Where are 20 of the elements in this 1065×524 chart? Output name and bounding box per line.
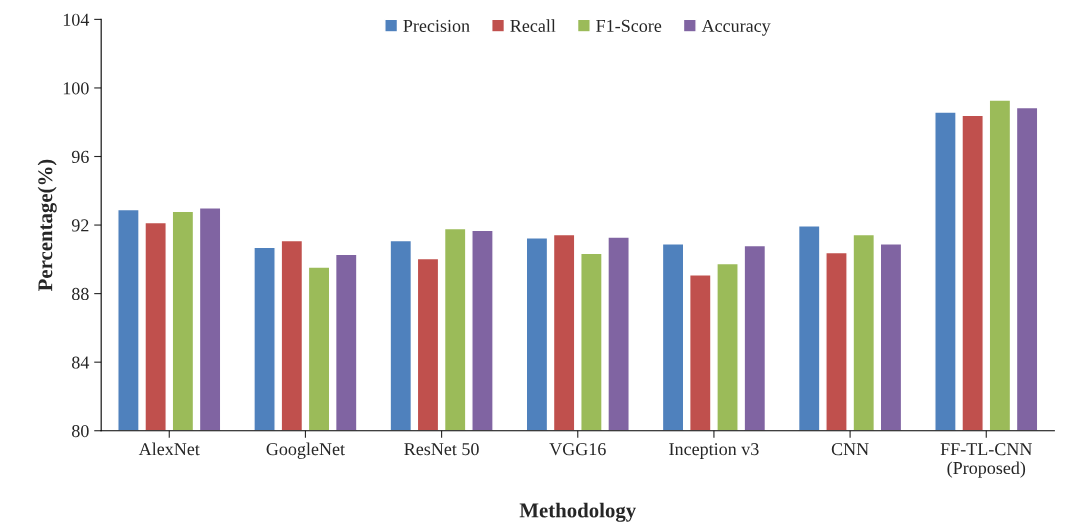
y-tick-label: 88 xyxy=(72,287,89,301)
x-tick-label: CNN xyxy=(831,443,869,456)
y-tick-label: 92 xyxy=(71,219,89,232)
x-tick-label: AlexNet xyxy=(138,442,200,456)
legend-label: Precision xyxy=(403,19,470,32)
y-axis-title: Percentage(%) xyxy=(37,159,57,292)
x-tick-label: VGG16 xyxy=(549,443,606,456)
x-tick-label: GoogleNet xyxy=(266,442,345,459)
x-axis-title: Methodology xyxy=(519,502,637,522)
y-tick-label: 100 xyxy=(63,82,89,95)
y-tick-label: 104 xyxy=(63,13,90,26)
x-tick-label: Inception v3 xyxy=(669,443,759,459)
x-tick-label: ResNet 50 xyxy=(404,443,479,456)
y-tick-label: 96 xyxy=(71,150,89,163)
legend-label: Accuracy xyxy=(701,19,771,36)
legend-label: F1-Score xyxy=(596,19,662,32)
legend-label: Recall xyxy=(510,19,556,32)
y-tick-label: 80 xyxy=(72,424,89,438)
x-tick-label: FF-TL-CNN (Proposed) xyxy=(940,443,1032,478)
y-tick-label: 84 xyxy=(72,356,90,369)
